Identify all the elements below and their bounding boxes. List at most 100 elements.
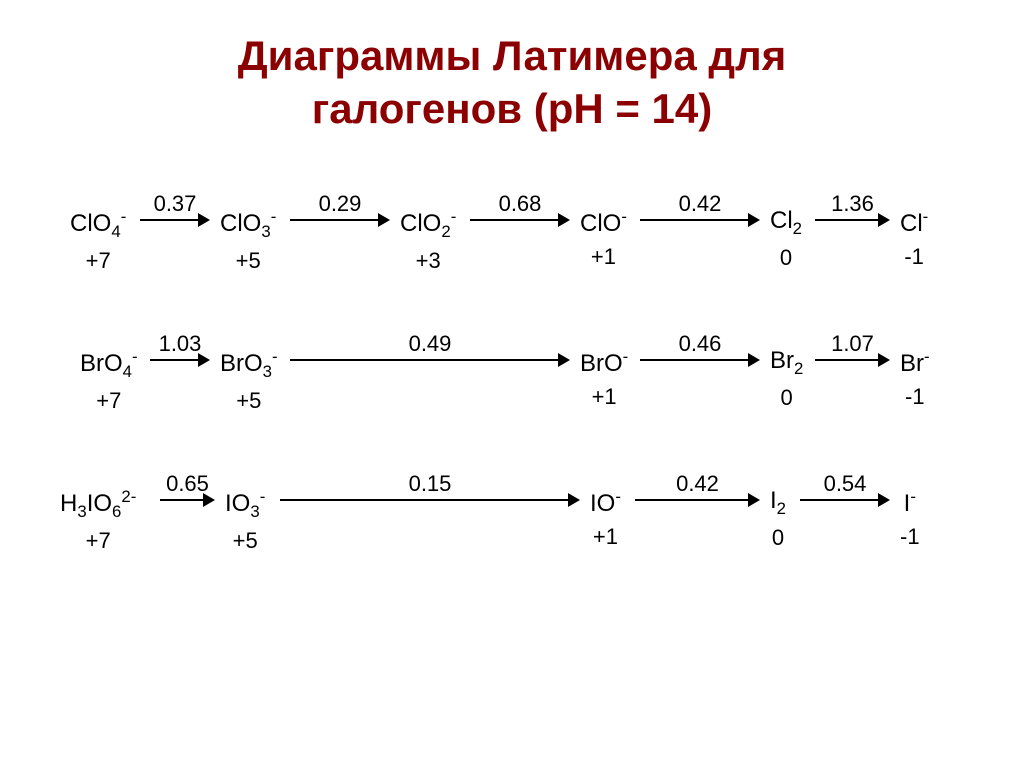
arrow-line (815, 219, 882, 221)
arrow-head-icon (198, 213, 210, 227)
potential-value: 0.49 (290, 331, 570, 357)
title-line-1: Диаграммы Латимера для (0, 30, 1024, 83)
potential-arrow: 0.65 (160, 475, 215, 505)
arrow-head-icon (378, 213, 390, 227)
potential-value: 0.42 (635, 471, 760, 497)
species: ClO2- +3 (400, 207, 456, 274)
arrow-line (815, 359, 882, 361)
potential-arrow: 0.42 (640, 195, 760, 225)
oxidation-state: +1 (590, 524, 621, 550)
arrow-line (150, 359, 202, 361)
species: BrO- +1 (580, 347, 628, 410)
species-formula: BrO4- (80, 347, 138, 382)
potential-arrow: 0.54 (800, 475, 890, 505)
arrow-line (640, 359, 752, 361)
arrow-head-icon (878, 213, 890, 227)
arrow-head-icon (558, 213, 570, 227)
arrow-head-icon (748, 353, 760, 367)
oxidation-state: +5 (220, 248, 276, 274)
latimer-diagram: 0.37 0.29 0.68 0.42 1.36 ClO4- +7 ClO3- +5 ClO2- +… (0, 195, 1024, 715)
species-formula: ClO- (580, 207, 627, 238)
species: ClO4- +7 (70, 207, 126, 274)
arrow-head-icon (878, 493, 890, 507)
species: ClO3- +5 (220, 207, 276, 274)
species-formula: ClO3- (220, 207, 276, 242)
species-formula: BrO- (580, 347, 628, 378)
arrow-head-icon (558, 353, 570, 367)
latimer-row-2: 0.650.150.420.54H3IO62-+7IO3-+5IO-+1I20I… (0, 475, 1024, 585)
arrow-line (640, 219, 752, 221)
species-formula: ClO2- (400, 207, 456, 242)
species: Br- -1 (900, 347, 930, 410)
arrow-head-icon (748, 493, 760, 507)
arrow-head-icon (198, 353, 210, 367)
arrow-line (635, 499, 752, 501)
species: ClO- +1 (580, 207, 627, 270)
species-formula: I2 (770, 487, 786, 519)
potential-arrow: 0.15 (280, 475, 580, 505)
oxidation-state: +7 (60, 528, 136, 554)
species-formula: IO3- (225, 487, 265, 522)
arrow-line (280, 499, 572, 501)
species: IO3- +5 (225, 487, 265, 554)
arrow-line (290, 219, 382, 221)
arrow-head-icon (878, 353, 890, 367)
potential-arrow: 0.46 (640, 335, 760, 365)
oxidation-state: +5 (225, 528, 265, 554)
potential-arrow: 1.07 (815, 335, 890, 365)
potential-arrow: 0.68 (470, 195, 570, 225)
arrow-line (800, 499, 882, 501)
species-formula: BrO3- (220, 347, 278, 382)
species: IO- +1 (590, 487, 621, 550)
arrow-line (140, 219, 202, 221)
potential-value: 0.42 (640, 191, 760, 217)
potential-arrow: 1.03 (150, 335, 210, 365)
species: I- -1 (900, 487, 920, 550)
arrow-head-icon (748, 213, 760, 227)
species: H3IO62- +7 (60, 487, 136, 554)
species-formula: ClO4- (70, 207, 126, 242)
oxidation-state: +3 (400, 248, 456, 274)
oxidation-state: +5 (220, 388, 278, 414)
title-line-2: галогенов (рН = 14) (0, 83, 1024, 136)
species-formula: H3IO62- (60, 487, 136, 522)
oxidation-state: 0 (770, 525, 786, 551)
oxidation-state: 0 (770, 245, 802, 271)
arrow-line (160, 499, 207, 501)
arrow-head-icon (568, 493, 580, 507)
species-formula: Br- (900, 347, 930, 378)
oxidation-state: -1 (900, 524, 920, 550)
arrow-line (470, 219, 562, 221)
latimer-row-0: 0.37 0.29 0.68 0.42 1.36 ClO4- +7 ClO3- +5 ClO2- +… (0, 195, 1024, 305)
arrow-head-icon (203, 493, 215, 507)
species-formula: IO- (590, 487, 621, 518)
potential-value: 0.54 (800, 471, 890, 497)
oxidation-state: +1 (580, 384, 628, 410)
latimer-row-1: 1.03 0.49 0.46 1.07 BrO4- +7 BrO3- +5 BrO- +1 Br20… (0, 335, 1024, 445)
species-formula: Cl2 (770, 207, 802, 239)
species: BrO3- +5 (220, 347, 278, 414)
potential-arrow: 0.37 (140, 195, 210, 225)
oxidation-state: 0 (770, 385, 803, 411)
oxidation-state: +7 (70, 248, 126, 274)
potential-arrow: 1.36 (815, 195, 890, 225)
potential-arrow: 0.29 (290, 195, 390, 225)
potential-value: 0.46 (640, 331, 760, 357)
species-formula: Cl- (900, 207, 928, 238)
oxidation-state: +1 (580, 244, 627, 270)
page-title: Диаграммы Латимера для галогенов (рН = 1… (0, 0, 1024, 135)
potential-arrow: 0.49 (290, 335, 570, 365)
oxidation-state: +7 (80, 388, 138, 414)
potential-value: 0.68 (470, 191, 570, 217)
potential-arrow: 0.42 (635, 475, 760, 505)
oxidation-state: -1 (900, 244, 928, 270)
species: Cl- -1 (900, 207, 928, 270)
potential-value: 0.15 (280, 471, 580, 497)
species: BrO4- +7 (80, 347, 138, 414)
oxidation-state: -1 (900, 384, 930, 410)
species-formula: I- (900, 487, 920, 518)
arrow-line (290, 359, 562, 361)
species: I20 (770, 487, 786, 551)
species: Cl20 (770, 207, 802, 271)
species: Br20 (770, 347, 803, 411)
